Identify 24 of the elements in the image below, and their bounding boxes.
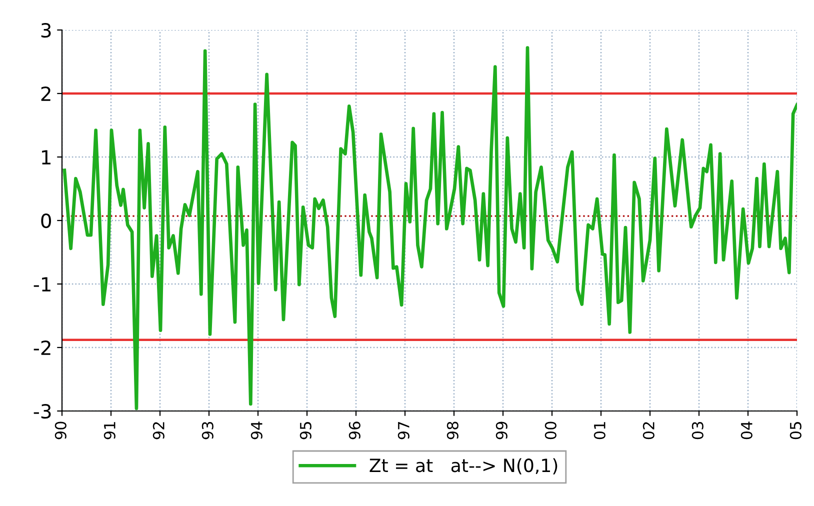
x-tick-label: 91: [104, 422, 116, 440]
x-tick-label: 95: [300, 422, 312, 440]
x-tick-label: 93: [202, 422, 214, 440]
x-tick-label: 99: [496, 422, 508, 440]
y-tick-label: 3: [41, 22, 51, 38]
legend-label: Zt = at at--> N(0,1): [370, 458, 558, 474]
x-tick-label: 90: [54, 422, 66, 440]
y-tick-label: 1: [42, 150, 50, 164]
y-tick-label: 0: [41, 213, 51, 228]
x-tick-label: 94: [250, 422, 262, 440]
x-tick-label: 98: [446, 422, 458, 440]
x-tick-label: 01: [594, 422, 606, 440]
x-tick-label: 04: [740, 422, 752, 440]
x-tick-label: 05: [790, 422, 802, 440]
y-tick-label: 2: [41, 86, 50, 101]
x-tick-label: 00: [544, 422, 556, 440]
x-tick-label: 03: [692, 422, 704, 440]
x-tick-label: 96: [348, 422, 360, 440]
y-tick-label: -2: [34, 340, 50, 355]
y-tick-label: -3: [34, 404, 51, 419]
x-tick-label: 92: [152, 422, 164, 440]
x-tick-label: 97: [398, 422, 410, 440]
x-tick-label: 02: [642, 422, 654, 440]
y-tick-label: -1: [34, 277, 50, 292]
